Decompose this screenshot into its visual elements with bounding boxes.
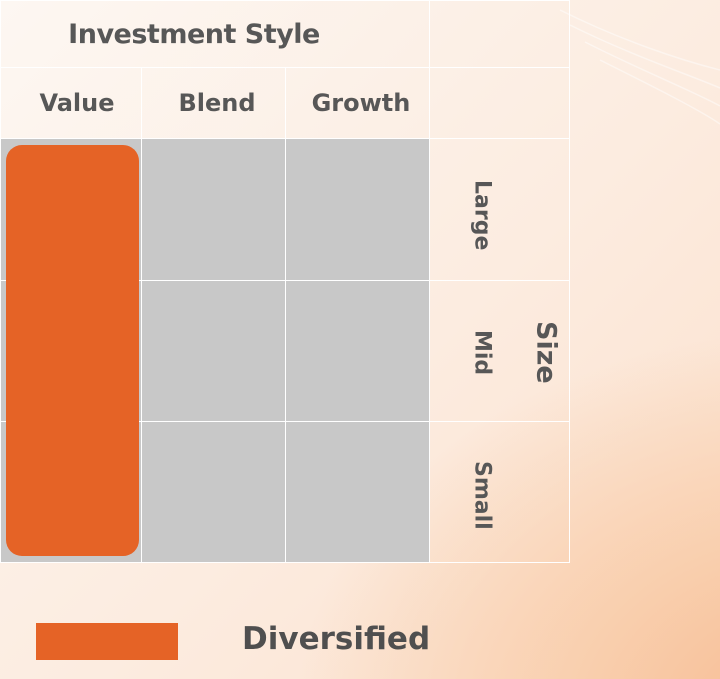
row-label-small-cell — [429, 421, 570, 563]
row-axis-label: Size — [530, 321, 562, 384]
cell-mid-growth — [285, 280, 430, 422]
cell-large-blend — [141, 138, 286, 281]
cell-small-growth — [285, 421, 430, 563]
col-header-growth: Growth — [311, 89, 411, 117]
row-label-small: Small — [469, 460, 495, 530]
cell-mid-blend — [141, 280, 286, 422]
diversified-highlight — [6, 145, 139, 556]
grid-title: Investment Style — [68, 18, 320, 50]
cell-small-blend — [141, 421, 286, 563]
col-header-value: Value — [39, 89, 115, 117]
legend-swatch — [36, 623, 178, 660]
legend-label: Diversified — [242, 621, 431, 657]
row-label-large: Large — [469, 179, 495, 251]
col-header-blend: Blend — [178, 89, 256, 117]
corner-cell-mid — [429, 67, 570, 139]
cell-large-growth — [285, 138, 430, 281]
corner-cell-top — [429, 0, 570, 68]
row-label-mid: Mid — [469, 329, 495, 376]
